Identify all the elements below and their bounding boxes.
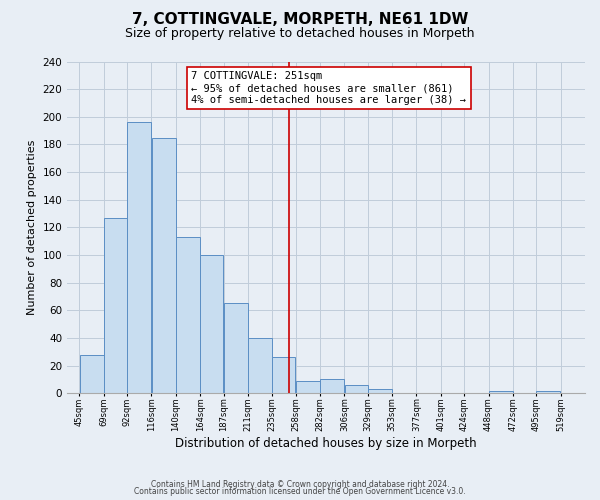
Bar [536,390,560,394]
Bar [272,358,295,394]
Bar [176,237,200,394]
Text: Contains HM Land Registry data © Crown copyright and database right 2024.: Contains HM Land Registry data © Crown c… [151,480,449,489]
Bar [368,389,392,394]
X-axis label: Distribution of detached houses by size in Morpeth: Distribution of detached houses by size … [175,437,477,450]
Y-axis label: Number of detached properties: Number of detached properties [27,140,37,315]
Bar [488,390,513,394]
Text: Contains public sector information licensed under the Open Government Licence v3: Contains public sector information licen… [134,488,466,496]
Text: Size of property relative to detached houses in Morpeth: Size of property relative to detached ho… [125,28,475,40]
Bar [104,218,127,394]
Bar [296,381,320,394]
Text: 7, COTTINGVALE, MORPETH, NE61 1DW: 7, COTTINGVALE, MORPETH, NE61 1DW [132,12,468,28]
Bar [344,385,368,394]
Text: 7 COTTINGVALE: 251sqm
← 95% of detached houses are smaller (861)
4% of semi-deta: 7 COTTINGVALE: 251sqm ← 95% of detached … [191,72,466,104]
Bar [320,380,344,394]
Bar [80,354,104,394]
Bar [248,338,272,394]
Bar [224,304,248,394]
Bar [127,122,151,394]
Bar [152,138,176,394]
Bar [200,255,223,394]
